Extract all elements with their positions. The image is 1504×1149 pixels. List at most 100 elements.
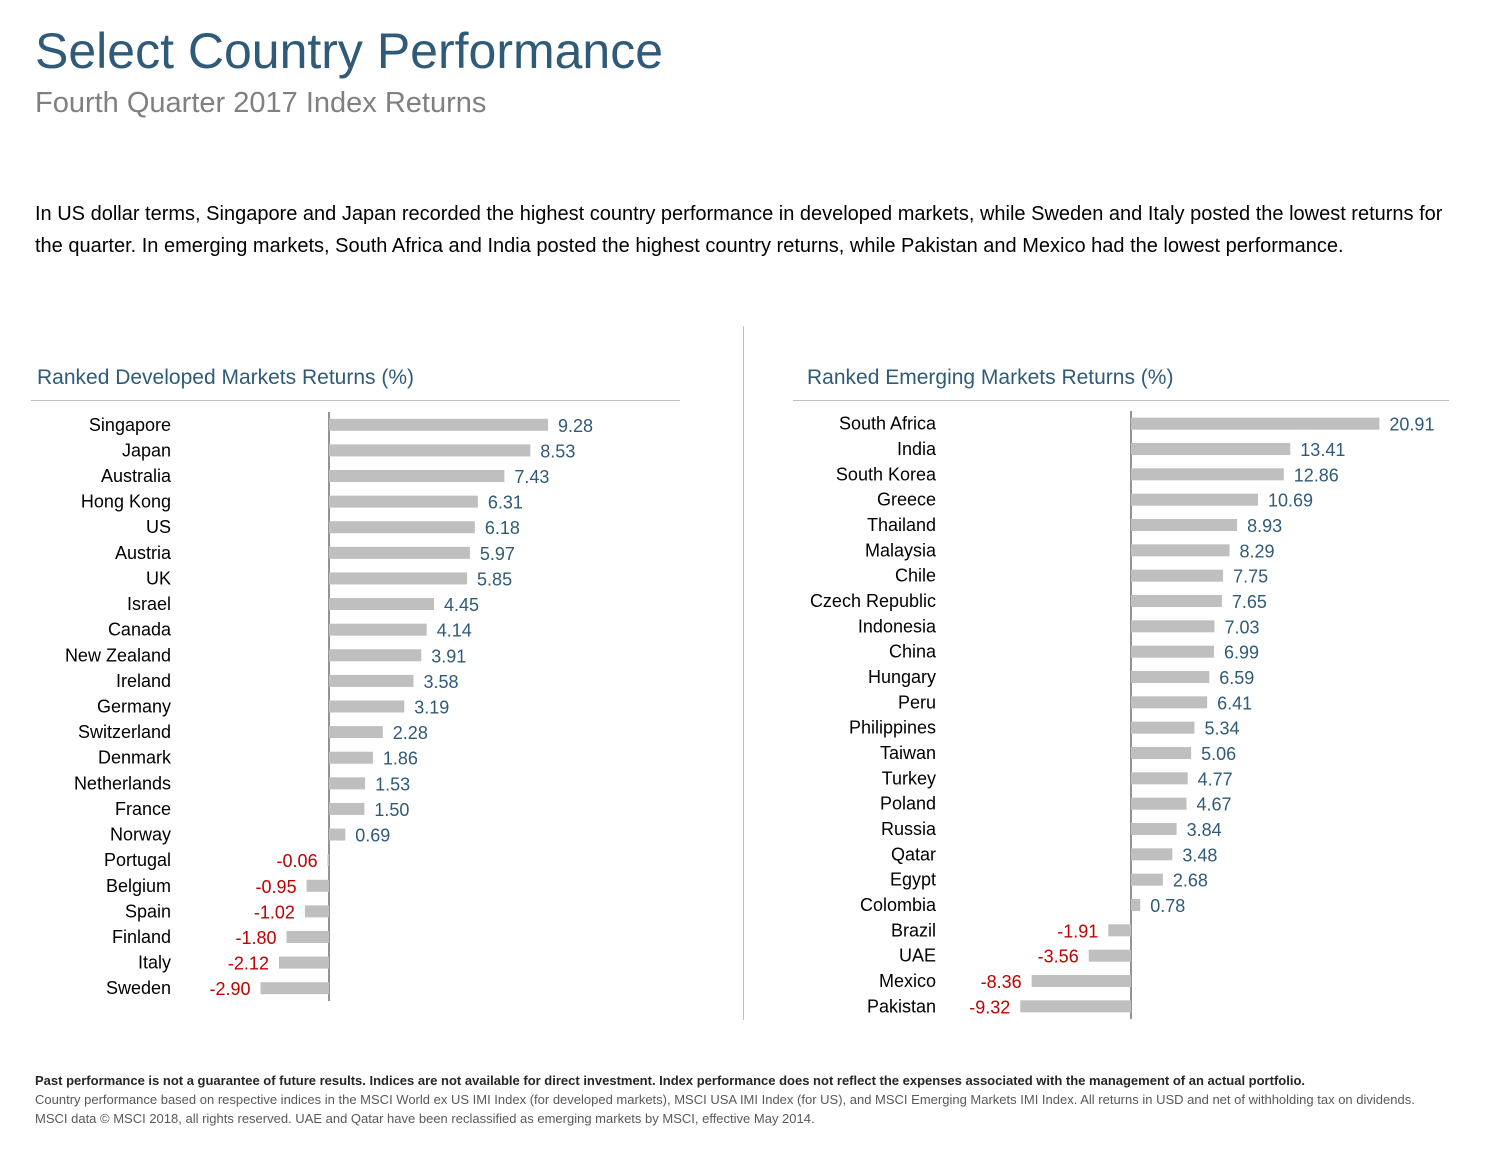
developed-category-label: Japan <box>122 440 171 460</box>
emerging-bar <box>1131 443 1291 455</box>
developed-value-label: 1.50 <box>374 800 409 820</box>
emerging-category-label: India <box>897 439 937 459</box>
developed-category-label: UK <box>146 568 171 588</box>
developed-category-label: New Zealand <box>65 645 171 665</box>
developed-bar <box>286 930 329 943</box>
developed-value-label: 2.28 <box>393 723 428 743</box>
emerging-bar <box>1131 519 1238 531</box>
developed-bar <box>329 751 373 764</box>
emerging-category-label: South Africa <box>839 414 937 434</box>
developed-value-label: 4.14 <box>437 621 472 641</box>
emerging-category-label: Turkey <box>882 768 936 788</box>
developed-category-label: Belgium <box>106 876 171 896</box>
emerging-value-label: 5.06 <box>1201 744 1236 764</box>
developed-value-label: 6.31 <box>488 493 523 513</box>
developed-value-label: 6.18 <box>485 518 520 538</box>
developed-bar <box>260 982 329 995</box>
developed-value-label: -0.06 <box>277 851 318 871</box>
developed-category-label: Denmark <box>98 748 172 768</box>
developed-bar <box>329 649 422 662</box>
emerging-category-label: Malaysia <box>865 540 937 560</box>
developed-category-label: Singapore <box>89 415 171 435</box>
developed-bar <box>304 905 329 918</box>
emerging-value-label: -8.36 <box>981 972 1022 992</box>
emerging-value-label: -9.32 <box>969 997 1010 1017</box>
emerging-bar <box>1131 595 1222 607</box>
emerging-category-label: Colombia <box>860 895 937 915</box>
emerging-value-label: 5.34 <box>1204 719 1239 739</box>
emerging-bar <box>1031 975 1131 987</box>
developed-value-label: 7.43 <box>514 467 549 487</box>
emerging-category-label: Qatar <box>891 844 936 864</box>
developed-category-label: Canada <box>108 620 172 640</box>
emerging-category-label: Hungary <box>868 667 936 687</box>
developed-chart-title: Ranked Developed Markets Returns (%) <box>37 366 414 389</box>
developed-value-label: -0.95 <box>256 877 297 897</box>
developed-value-label: -2.90 <box>210 979 251 999</box>
developed-category-label: Portugal <box>104 850 171 870</box>
developed-category-label: Switzerland <box>78 722 171 742</box>
emerging-bar <box>1131 797 1187 810</box>
emerging-value-label: 12.86 <box>1294 465 1339 485</box>
developed-category-label: Finland <box>112 927 171 947</box>
emerging-value-label: 3.84 <box>1187 820 1222 840</box>
emerging-category-label: Peru <box>898 692 936 712</box>
developed-category-label: Hong Kong <box>81 492 171 512</box>
emerging-value-label: 7.65 <box>1232 592 1267 612</box>
emerging-value-label: 8.93 <box>1247 516 1282 536</box>
developed-value-label: -1.02 <box>254 902 295 922</box>
developed-bar <box>329 726 383 739</box>
emerging-value-label: -3.56 <box>1038 947 1079 967</box>
emerging-value-label: 4.67 <box>1196 795 1231 815</box>
emerging-category-label: Pakistan <box>867 996 936 1016</box>
developed-bar <box>329 674 414 687</box>
intro-paragraph: In US dollar terms, Singapore and Japan … <box>35 203 1443 257</box>
emerging-value-label: 6.99 <box>1224 643 1259 663</box>
emerging-value-label: 7.75 <box>1233 567 1268 587</box>
emerging-category-label: Greece <box>877 490 936 510</box>
footer-notes: Past performance is not a guarantee of f… <box>35 1071 1435 1128</box>
developed-value-label: 3.19 <box>414 698 449 718</box>
emerging-category-label: Mexico <box>879 971 936 991</box>
developed-value-label: 4.45 <box>444 595 479 615</box>
emerging-value-label: 6.41 <box>1217 693 1252 713</box>
emerging-category-label: South Korea <box>836 464 937 484</box>
developed-bar <box>329 444 531 457</box>
emerging-bar <box>1131 823 1177 835</box>
developed-bar <box>306 879 329 892</box>
developed-category-label: Austria <box>115 543 172 563</box>
developed-value-label: 8.53 <box>540 441 575 461</box>
emerging-bar <box>1131 493 1258 506</box>
emerging-value-label: 13.41 <box>1300 440 1345 460</box>
developed-bar <box>329 802 365 815</box>
page-title: Select Country Performance <box>35 23 664 79</box>
emerging-bar <box>1131 569 1224 582</box>
developed-bar <box>329 777 366 790</box>
developed-category-label: Germany <box>97 697 171 717</box>
emerging-bar <box>1131 671 1210 683</box>
emerging-category-label: Poland <box>880 794 936 814</box>
emerging-bar <box>1131 417 1380 430</box>
developed-bar <box>327 854 329 867</box>
developed-value-label: 1.53 <box>375 774 410 794</box>
developed-value-label: 3.58 <box>423 672 458 692</box>
emerging-category-label: Philippines <box>849 718 936 738</box>
developed-value-label: 9.28 <box>558 416 593 436</box>
emerging-category-label: Brazil <box>891 920 936 940</box>
page-subtitle: Fourth Quarter 2017 Index Returns <box>35 87 487 119</box>
developed-bar <box>329 546 470 559</box>
emerging-bar <box>1131 645 1215 658</box>
developed-bar <box>329 495 478 508</box>
developed-value-label: 5.97 <box>480 544 515 564</box>
emerging-category-label: Czech Republic <box>810 591 936 611</box>
developed-category-label: Netherlands <box>74 773 171 793</box>
emerging-bar <box>1131 468 1284 481</box>
emerging-bar <box>1020 1000 1131 1013</box>
emerging-bar <box>1131 848 1173 861</box>
developed-bar <box>329 828 346 841</box>
emerging-category-label: Egypt <box>890 870 936 890</box>
emerging-category-label: Taiwan <box>880 743 936 763</box>
developed-bar <box>329 623 427 636</box>
developed-category-label: Sweden <box>106 978 171 998</box>
